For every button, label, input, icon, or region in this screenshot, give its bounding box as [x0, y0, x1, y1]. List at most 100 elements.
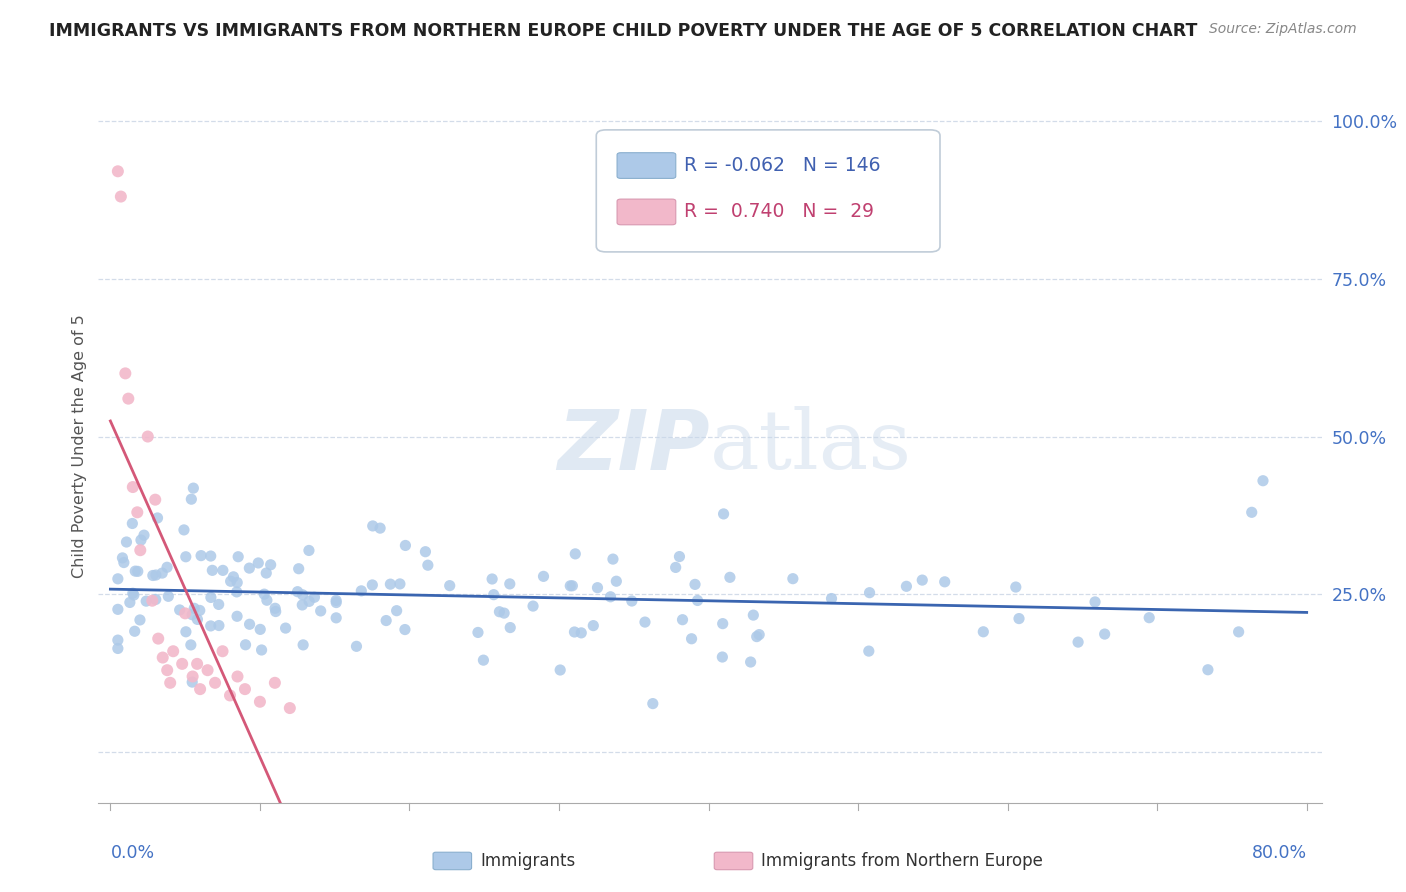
Point: [107, 164, 129, 178]
Point: [1084, 595, 1107, 609]
Point: [1137, 610, 1160, 624]
Point: [934, 574, 956, 589]
Text: IMMIGRANTS VS IMMIGRANTS FROM NORTHERN EUROPE CHILD POVERTY UNDER THE AGE OF 5 C: IMMIGRANTS VS IMMIGRANTS FROM NORTHERN E…: [49, 22, 1198, 40]
Point: [156, 663, 179, 677]
Point: [1008, 611, 1031, 625]
Point: [560, 579, 582, 593]
Point: [208, 598, 231, 612]
Point: [145, 568, 167, 582]
Text: R = -0.062   N = 146: R = -0.062 N = 146: [685, 156, 880, 175]
Point: [467, 625, 489, 640]
Point: [142, 568, 165, 582]
Text: R =  0.740   N =  29: R = 0.740 N = 29: [685, 202, 875, 221]
Point: [135, 594, 157, 608]
Point: [239, 617, 262, 632]
Point: [156, 560, 179, 574]
Point: [121, 516, 143, 531]
Point: [681, 632, 703, 646]
Point: [200, 549, 222, 563]
Point: [225, 585, 247, 599]
Point: [586, 581, 609, 595]
Point: [107, 572, 129, 586]
Point: [1067, 635, 1090, 649]
Point: [394, 623, 416, 637]
Point: [472, 653, 495, 667]
Point: [1251, 474, 1274, 488]
Point: [127, 505, 149, 519]
Point: [174, 624, 197, 639]
Point: [169, 603, 191, 617]
Point: [148, 632, 170, 646]
Point: [346, 640, 368, 654]
Point: [298, 594, 321, 608]
Point: [264, 601, 287, 615]
Point: [181, 675, 204, 690]
Point: [291, 588, 314, 602]
Point: [375, 614, 398, 628]
Point: [129, 543, 152, 558]
Text: 80.0%: 80.0%: [1251, 844, 1306, 862]
Y-axis label: Child Poverty Under the Age of 5: Child Poverty Under the Age of 5: [72, 314, 87, 578]
FancyBboxPatch shape: [617, 153, 676, 178]
Point: [121, 480, 143, 494]
Point: [671, 613, 693, 627]
Point: [1197, 663, 1219, 677]
Point: [488, 605, 510, 619]
Text: atlas: atlas: [710, 406, 912, 486]
Point: [124, 624, 146, 639]
Point: [533, 569, 555, 583]
Point: [1240, 505, 1263, 519]
Point: [174, 607, 197, 621]
Point: [1094, 627, 1116, 641]
Point: [287, 584, 309, 599]
Point: [188, 682, 211, 697]
Point: [742, 608, 765, 623]
Point: [111, 550, 134, 565]
Point: [127, 565, 149, 579]
Point: [858, 644, 880, 658]
Point: [683, 577, 706, 591]
Point: [325, 596, 347, 610]
Point: [380, 577, 402, 591]
Point: [124, 564, 146, 578]
Point: [222, 570, 245, 584]
Point: [291, 598, 314, 612]
Point: [249, 623, 271, 637]
Point: [174, 549, 197, 564]
Text: 0.0%: 0.0%: [111, 844, 155, 862]
Point: [254, 566, 277, 580]
Point: [1004, 580, 1026, 594]
Point: [569, 625, 592, 640]
Point: [385, 604, 408, 618]
Point: [620, 594, 643, 608]
Point: [107, 633, 129, 648]
Point: [172, 657, 194, 671]
Point: [274, 621, 297, 635]
Point: [107, 641, 129, 656]
Point: [439, 579, 461, 593]
Point: [499, 577, 522, 591]
Point: [117, 392, 139, 406]
Point: [278, 701, 301, 715]
Point: [564, 625, 586, 640]
Point: [388, 577, 411, 591]
Point: [494, 606, 516, 620]
Point: [121, 586, 143, 600]
Point: [361, 578, 384, 592]
Point: [180, 638, 202, 652]
Point: [188, 603, 211, 617]
Point: [110, 189, 132, 203]
Point: [415, 545, 437, 559]
Point: [200, 591, 222, 605]
Point: [129, 533, 152, 547]
Point: [197, 663, 219, 677]
Point: [136, 429, 159, 443]
Point: [858, 585, 880, 599]
Point: [287, 562, 309, 576]
Point: [226, 549, 249, 564]
Point: [253, 587, 276, 601]
Point: [634, 615, 657, 629]
Point: [482, 588, 505, 602]
Point: [152, 650, 174, 665]
Point: [238, 561, 260, 575]
